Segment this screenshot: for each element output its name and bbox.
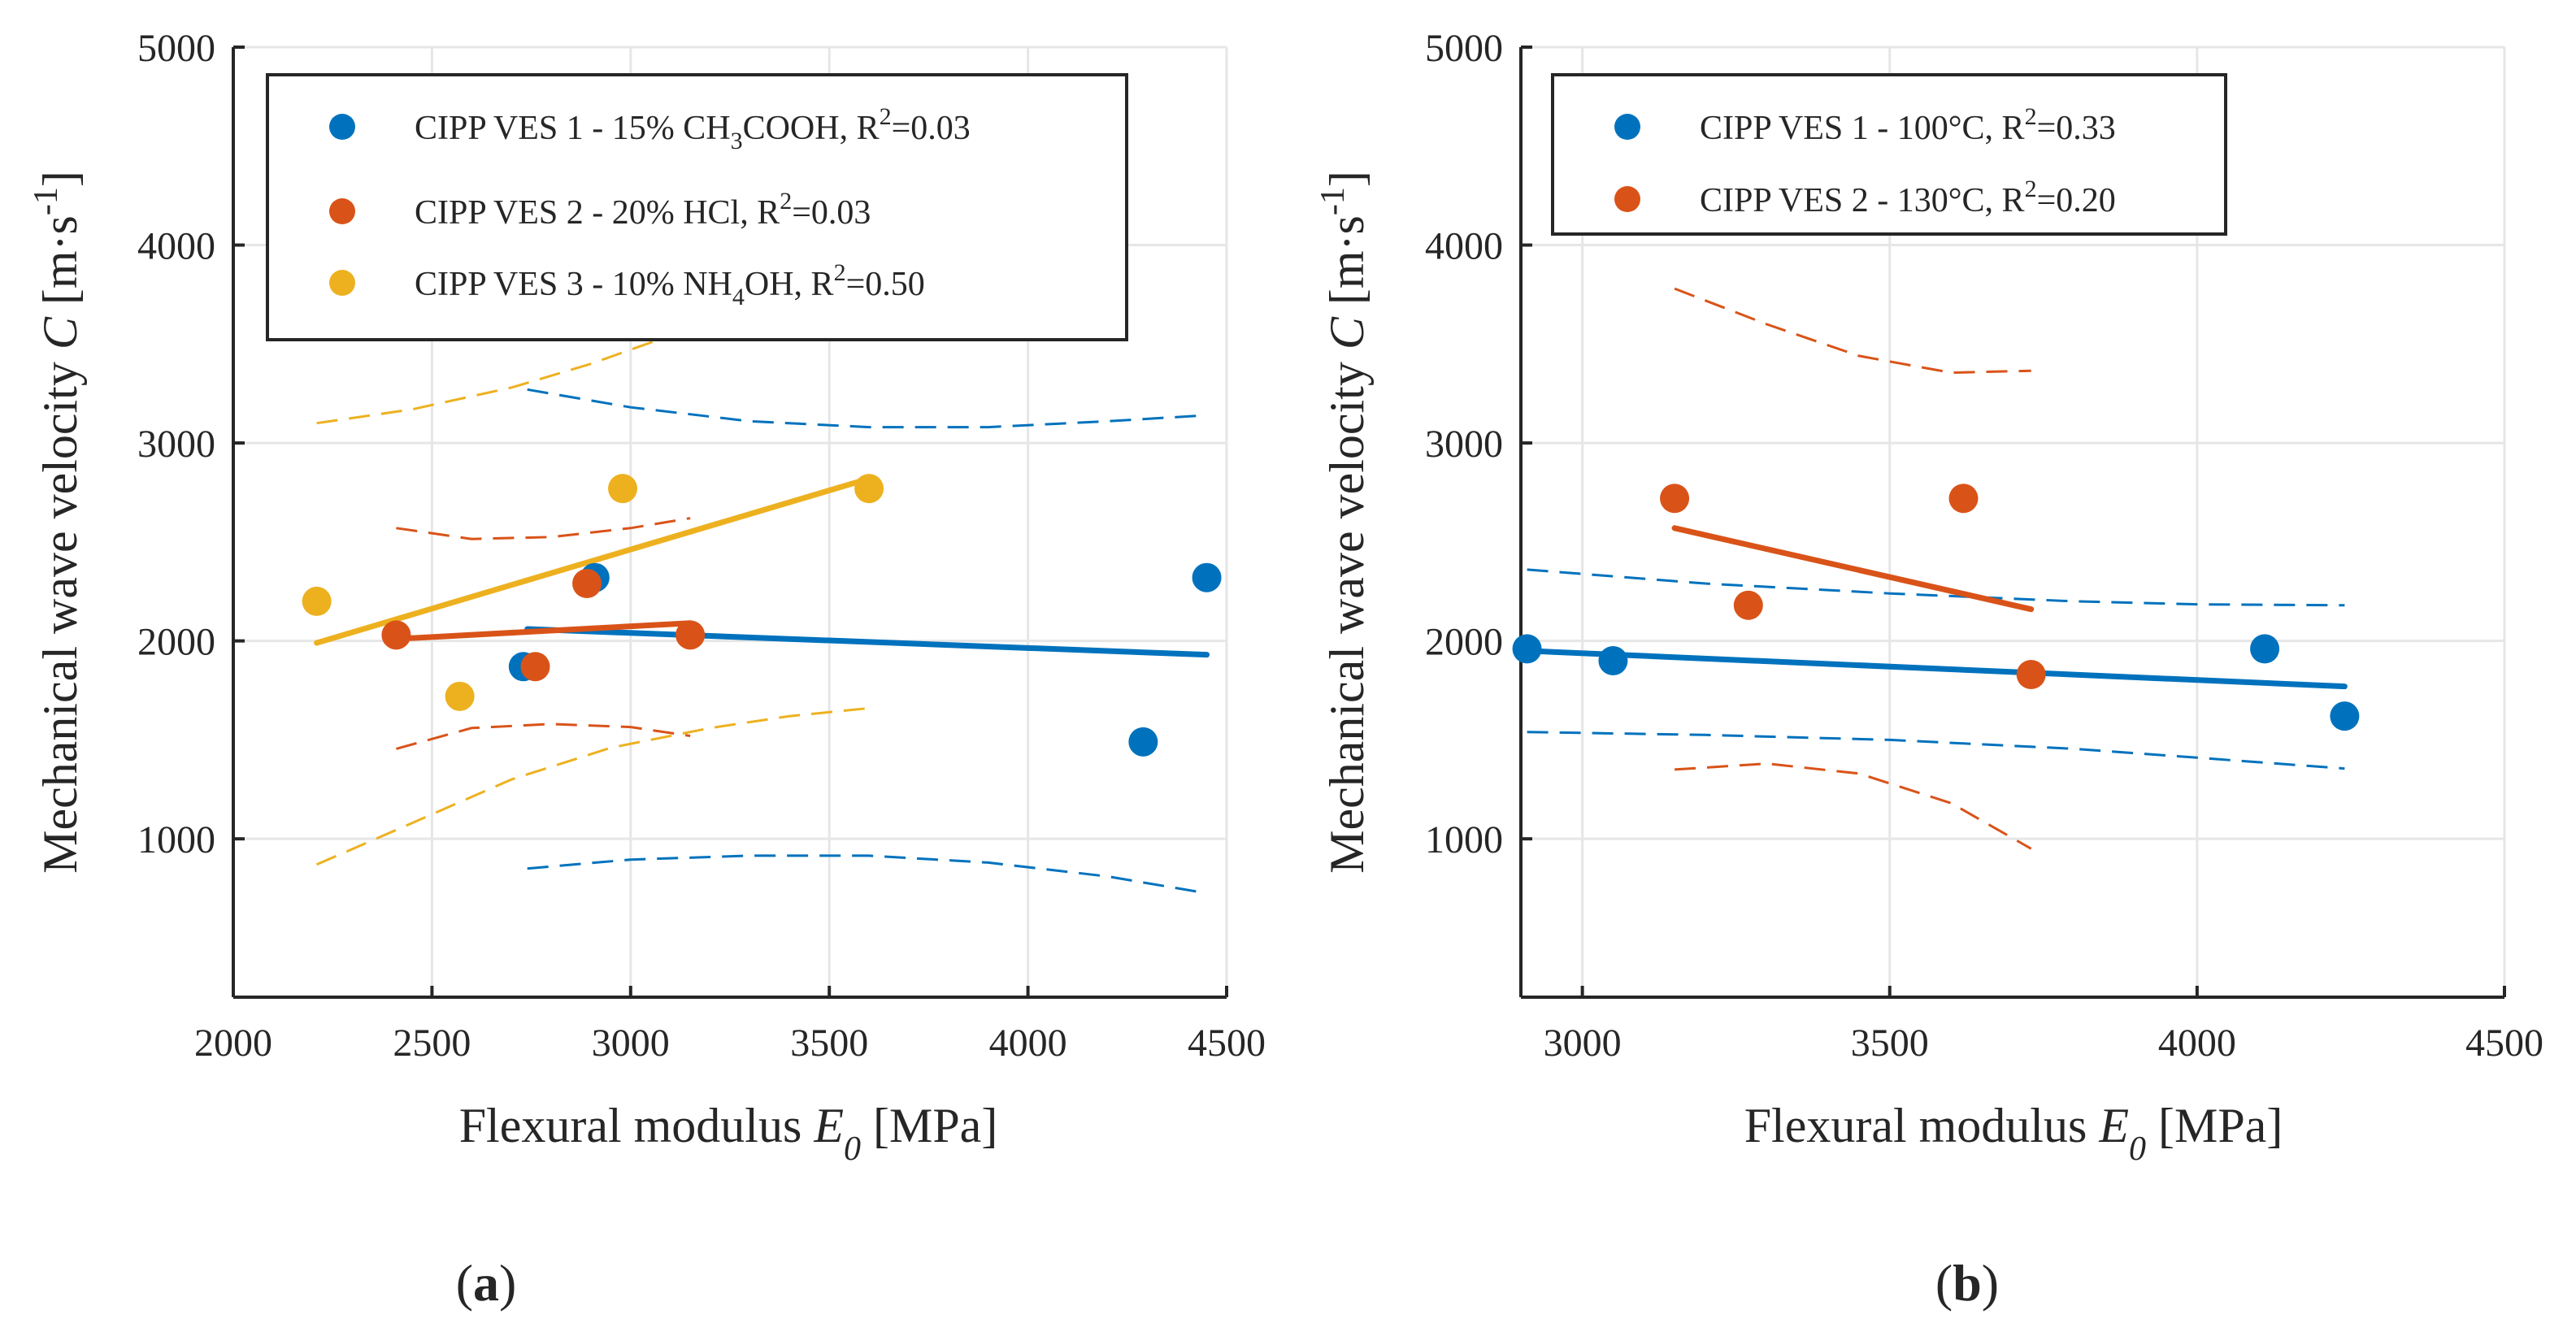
panel-b-legend-marker-1 bbox=[1614, 114, 1640, 140]
panel-b-x-axis-label: Flexural modulus E0 [MPa] bbox=[1744, 1099, 2283, 1168]
panel-a-series-1-fit-line bbox=[524, 626, 1210, 658]
panel-b-series-2-point-3 bbox=[1948, 484, 1979, 514]
panel-a-ytick-label-3: 4000 bbox=[137, 225, 215, 268]
panel-a-legend-label-3: CIPP VES 3 - 10% NH4OH, R2=0.50 bbox=[415, 259, 925, 310]
panel-a-xtick-label-0: 2000 bbox=[194, 1022, 272, 1065]
panel-b-legend-marker-2 bbox=[1614, 186, 1640, 212]
panel-a-xtick-label-3: 3500 bbox=[790, 1022, 868, 1065]
panel-b-series-2-point-1 bbox=[1660, 484, 1690, 514]
panel-b-caption: (b) bbox=[1935, 1254, 1999, 1312]
panel-a-legend-marker-2 bbox=[329, 198, 355, 224]
panel-a-series-3-point-4 bbox=[854, 474, 884, 504]
panel-b-series-2-point-2 bbox=[1733, 590, 1763, 620]
panel-a-legend-label-2: CIPP VES 2 - 20% HCl, R2=0.03 bbox=[415, 188, 871, 232]
panel-a-series-2-point-2 bbox=[520, 652, 550, 682]
panel-a-y-axis-label: Mechanical wave velocity C [m·s-1] bbox=[28, 171, 87, 874]
panel-a-series-3-fit-line bbox=[314, 475, 872, 646]
panel-a-legend-marker-3 bbox=[329, 270, 355, 296]
panel-a-caption: (a) bbox=[456, 1254, 517, 1312]
panel-a-series-1-ci-upper bbox=[527, 388, 1207, 429]
panel-a-xtick-label-1: 2500 bbox=[393, 1022, 471, 1065]
panel-a-series-1-point-3 bbox=[1128, 727, 1158, 757]
panel-b-xtick-label-2: 4000 bbox=[2158, 1022, 2236, 1065]
panel-b-xtick-label-0: 3000 bbox=[1544, 1022, 1622, 1065]
panel-b-ytick-label-3: 4000 bbox=[1425, 225, 1503, 268]
panel-a-legend-marker-1 bbox=[329, 114, 355, 140]
panel-a-ytick-label-4: 5000 bbox=[137, 27, 215, 70]
panel-a-ytick-label-2: 3000 bbox=[137, 423, 215, 466]
panel-b-series-1-fit-line bbox=[1524, 648, 2348, 690]
panel-b-legend-label-1: CIPP VES 1 - 100°C, R2=0.33 bbox=[1700, 103, 2116, 147]
panel-a-series-2-fit-line bbox=[393, 620, 693, 642]
panel-b-ytick-label-1: 2000 bbox=[1425, 621, 1503, 664]
panel-a-legend bbox=[266, 73, 1128, 341]
panel-a-x-axis-label: Flexural modulus E0 [MPa] bbox=[459, 1099, 998, 1168]
panel-b-legend bbox=[1551, 73, 2227, 236]
panel-a-xtick-label-2: 3000 bbox=[592, 1022, 670, 1065]
panel-b-ytick-label-2: 3000 bbox=[1425, 423, 1503, 466]
panel-b-series-1-ci-lower bbox=[1527, 731, 2345, 770]
panel-b-series-1-point-4 bbox=[2330, 701, 2360, 731]
panel-a-xtick-label-4: 4000 bbox=[989, 1022, 1067, 1065]
panel-b-y-axis-label: Mechanical wave velocity C [m·s-1] bbox=[1314, 171, 1374, 874]
panel-b-ytick-label-4: 5000 bbox=[1425, 27, 1503, 70]
panel-b-series-1-point-1 bbox=[1512, 634, 1542, 664]
panel-a-series-2-point-4 bbox=[675, 620, 706, 650]
panel-b-series-1-point-2 bbox=[1598, 645, 1628, 675]
panel-b-xtick-label-1: 3500 bbox=[1851, 1022, 1929, 1065]
panel-b-legend-label-2: CIPP VES 2 - 130°C, R2=0.20 bbox=[1700, 176, 2116, 219]
panel-a-series-2-ci-lower bbox=[396, 722, 691, 750]
panel-a-legend-label-1: CIPP VES 1 - 15% CH3COOH, R2=0.03 bbox=[415, 103, 971, 154]
panel-a-series-2-ci-upper bbox=[396, 517, 691, 540]
panel-a-series-3-ci-upper bbox=[316, 332, 675, 425]
panel-a-ytick-label-0: 1000 bbox=[137, 818, 215, 861]
panel-b-series-2-fit-line bbox=[1671, 525, 2035, 613]
panel-a-series-3-point-1 bbox=[302, 586, 332, 616]
panel-a-series-1-ci-lower bbox=[527, 854, 1207, 895]
panel-a-ytick-label-1: 2000 bbox=[137, 621, 215, 664]
panel-a-series-1-point-4 bbox=[1192, 562, 1222, 592]
panel-b-series-2-ci-upper bbox=[1674, 287, 2031, 375]
panel-b-xtick-label-3: 4500 bbox=[2465, 1022, 2543, 1065]
panel-a-series-2-point-3 bbox=[572, 568, 602, 598]
panel-a-xtick-label-5: 4500 bbox=[1188, 1022, 1266, 1065]
panel-b-series-1-point-3 bbox=[2250, 634, 2280, 664]
panel-a-series-3-point-2 bbox=[445, 681, 475, 711]
panel-b-series-2-ci-lower bbox=[1675, 762, 2032, 850]
panel-a-series-2-point-1 bbox=[381, 620, 411, 650]
panel-b-series-2-point-4 bbox=[2016, 660, 2046, 690]
panel-b-ytick-label-0: 1000 bbox=[1425, 818, 1503, 861]
panel-a-series-3-ci-lower bbox=[316, 706, 870, 866]
panel-a-series-3-point-3 bbox=[608, 474, 638, 504]
